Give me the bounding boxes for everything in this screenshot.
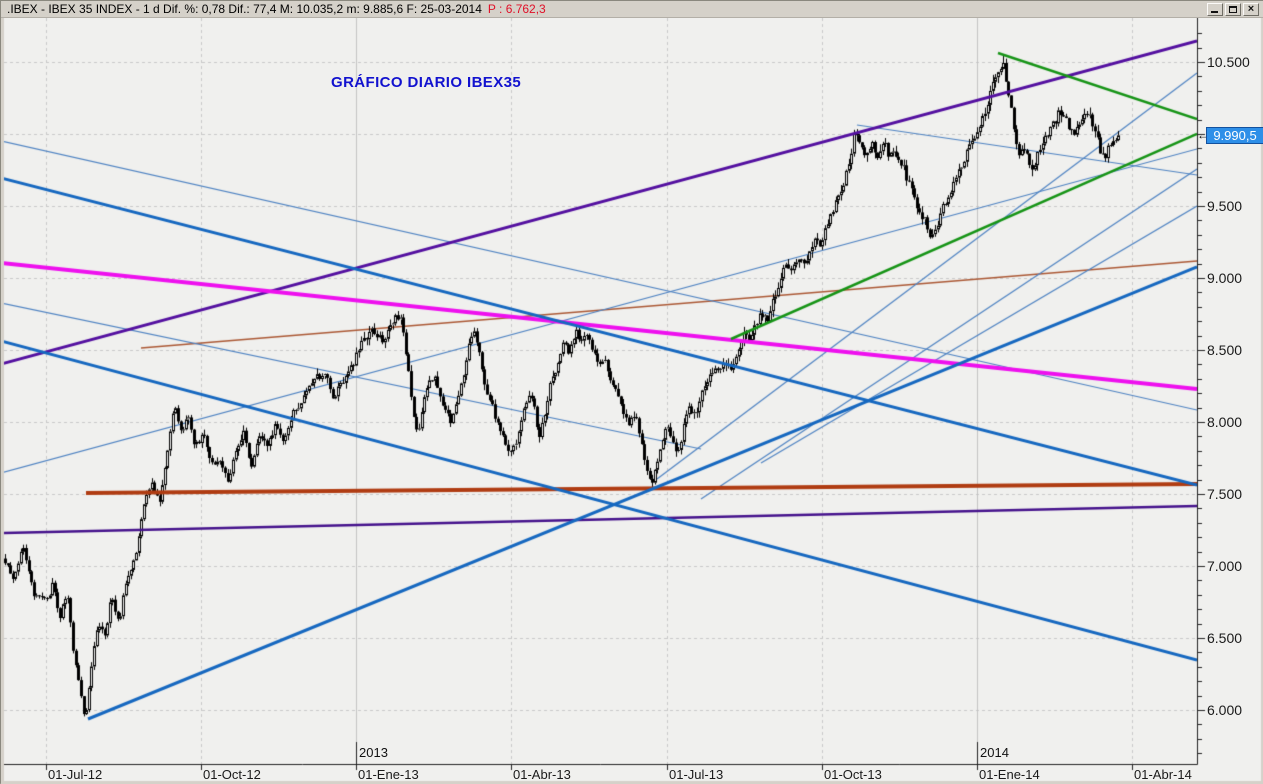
- y-axis-label: 8.500: [1207, 342, 1243, 358]
- y-axis-label: 7.000: [1207, 558, 1243, 574]
- y-axis-label: 6.000: [1207, 702, 1243, 718]
- y-axis-label: 10.500: [1207, 54, 1250, 70]
- maximize-icon: [1229, 6, 1237, 13]
- last-price-marker: ← 9.990,5: [1197, 127, 1263, 144]
- x-axis-label: 01-Oct-13: [824, 767, 882, 782]
- y-axis-label: 7.500: [1207, 486, 1243, 502]
- maximize-button[interactable]: [1225, 3, 1241, 16]
- year-label: 2013: [359, 745, 388, 760]
- x-axis-label: 01-Abr-14: [1134, 767, 1192, 782]
- y-axis-label: 8.000: [1207, 414, 1243, 430]
- close-icon: ×: [1247, 3, 1255, 15]
- last-price-label: 9.990,5: [1206, 127, 1263, 144]
- year-label: 2014: [980, 745, 1009, 760]
- window-title: .IBEX - IBEX 35 INDEX - 1 d Dif. %: 0,78…: [7, 2, 482, 16]
- x-axis-label: 01-Abr-13: [513, 767, 571, 782]
- minimize-button[interactable]: [1207, 3, 1223, 16]
- x-axis-label: 01-Jul-13: [669, 767, 724, 782]
- close-button[interactable]: ×: [1243, 3, 1259, 16]
- window-titlebar[interactable]: .IBEX - IBEX 35 INDEX - 1 d Dif. %: 0,78…: [1, 1, 1263, 18]
- window-controls: ×: [1207, 3, 1259, 16]
- x-axis-label: 01-Oct-12: [203, 767, 261, 782]
- price-arrow-icon: ←: [1197, 128, 1209, 142]
- x-axis-label: 01-Ene-13: [358, 767, 419, 782]
- minimize-icon: [1211, 11, 1218, 13]
- window-title-period: P : 6.762,3: [487, 2, 546, 16]
- x-axis-label: 01-Ene-14: [979, 767, 1040, 782]
- chart-annotation: GRÁFICO DIARIO IBEX35: [331, 74, 522, 91]
- y-axis-label: 9.000: [1207, 270, 1243, 286]
- y-axis-label: 6.500: [1207, 630, 1243, 646]
- y-axis-label: 9.500: [1207, 198, 1243, 214]
- x-axis-label: 01-Jul-12: [48, 767, 103, 782]
